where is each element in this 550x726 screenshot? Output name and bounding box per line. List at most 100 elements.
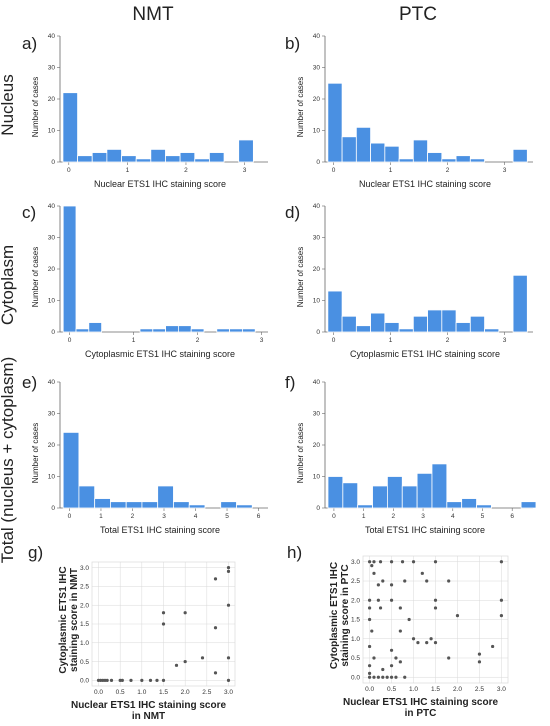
- histogram-bar: [355, 325, 371, 333]
- scatter-point: [372, 571, 376, 575]
- x-axis-label-line1: Nuclear ETS1 IHC staining score: [343, 697, 498, 708]
- x-tick-label: 2: [392, 513, 396, 520]
- x-axis-label: Cytoplasmic ETS1 IHC staining score: [85, 349, 235, 359]
- y-axis-label: Number of cases: [31, 77, 40, 137]
- y-tick-label: 2.0: [80, 602, 89, 609]
- y-tick-label: 0: [51, 159, 55, 166]
- histogram-bar: [370, 312, 386, 333]
- x-axis-label: Cytoplasmic ETS1 IHC staining score: [350, 349, 500, 359]
- x-tick-label: 1.5: [159, 689, 168, 696]
- panel-f: f) 0 10 20 30 40 0 1 2 3 4 5 6 Number of cases Total E…: [285, 373, 537, 535]
- histogram-bar: [469, 315, 485, 333]
- scatter-point: [367, 598, 372, 602]
- histogram-bar: [469, 158, 485, 163]
- y-axis-label-line1: Cytoplasmic ETS1 IHC: [329, 562, 340, 669]
- histogram-bar: [194, 158, 210, 163]
- histogram-bar: [455, 155, 471, 163]
- scatter-point: [455, 614, 460, 618]
- scatter-point: [398, 606, 402, 610]
- scatter-point: [433, 606, 438, 610]
- histogram-bar: [341, 136, 357, 163]
- scatter-point: [378, 560, 383, 564]
- y-tick-label: 0: [316, 329, 320, 336]
- x-tick-label: 3: [421, 513, 425, 520]
- x-axis-label: Nuclear ETS1 IHC staining score: [359, 179, 491, 189]
- x-tick-label: 0.5: [387, 686, 396, 693]
- scatter-point: [367, 671, 372, 675]
- x-tick-label: 1: [389, 167, 393, 174]
- scatter-point: [389, 675, 394, 679]
- histogram-bar: [165, 325, 179, 333]
- panel-letter: h): [287, 543, 302, 562]
- x-tick-label: 2.0: [453, 686, 462, 693]
- x-tick-label: 2: [184, 167, 188, 174]
- histogram-bar: [476, 504, 492, 509]
- y-tick-label: 20: [313, 266, 321, 273]
- histogram-bar: [342, 482, 359, 509]
- scatter-point: [447, 579, 451, 583]
- x-tick-label: 2.0: [181, 689, 190, 696]
- y-tick-label: 40: [48, 33, 56, 40]
- y-tick-label: 1.5: [351, 617, 360, 624]
- scatter-point: [183, 659, 187, 664]
- scatter-point: [367, 644, 372, 649]
- y-tick-label: 10: [313, 128, 321, 135]
- x-tick-label: 0: [67, 167, 71, 174]
- y-tick-label: 0: [316, 505, 320, 512]
- y-tick-label: 40: [313, 33, 321, 40]
- x-tick-label: 6: [510, 513, 514, 520]
- y-tick-label: 0.0: [351, 674, 360, 681]
- scatter-point: [425, 640, 429, 645]
- histogram-bar: [441, 309, 457, 333]
- x-tick-label: 3.0: [497, 686, 506, 693]
- y-tick-label: 30: [48, 235, 56, 242]
- y-tick-label: 20: [313, 442, 321, 449]
- panel-letter: b): [285, 34, 300, 53]
- x-tick-label: 0: [332, 337, 336, 344]
- y-tick-label: 20: [48, 96, 56, 103]
- row-title-total: Total (nucleus + cytoplasm): [0, 357, 17, 563]
- x-tick-label: 1: [389, 337, 393, 344]
- x-axis-label-line1: Nuclear ETS1 IHC staining score: [71, 700, 226, 711]
- x-tick-label: 2: [446, 337, 450, 344]
- x-tick-label: 5: [481, 513, 485, 520]
- scatter-point: [372, 560, 376, 564]
- histogram-bar: [455, 322, 471, 333]
- histogram-bar: [327, 290, 343, 333]
- x-tick-label: 3: [162, 513, 166, 520]
- scatter-point: [389, 560, 394, 564]
- histogram-bar: [94, 498, 111, 509]
- scatter-point: [213, 626, 218, 630]
- histogram-bar: [370, 142, 386, 163]
- histogram-bar: [412, 315, 428, 333]
- histogram-bar: [150, 148, 166, 163]
- scatter-point: [161, 622, 166, 626]
- scatter-point: [433, 598, 438, 602]
- panel-e: e) 0 10 20 30 40 0 1 2 3 4 5 6 Number of cases Total E…: [22, 373, 268, 535]
- scatter-point: [416, 640, 420, 645]
- x-tick-label: 0: [332, 513, 336, 520]
- y-tick-label: 40: [313, 203, 321, 210]
- x-tick-label: 3: [503, 167, 507, 174]
- y-tick-label: 0.5: [351, 655, 360, 662]
- histogram-bar: [141, 501, 159, 509]
- histogram-bar: [173, 501, 190, 509]
- histogram-bar: [188, 504, 206, 509]
- histogram-bar: [484, 328, 500, 333]
- scatter-point: [477, 652, 482, 656]
- scatter-point: [429, 637, 433, 641]
- histogram-bar: [229, 328, 243, 333]
- y-axis-label-line1: Cytoplasmic ETS1 IHC: [58, 566, 69, 673]
- scatter-point: [129, 678, 133, 682]
- scatter-point: [499, 560, 504, 564]
- y-tick-label: 20: [48, 266, 56, 273]
- panel-g: g) 0.0 0.5 1.0 1.5 2.0 2.5 3.0 0.0 0.5 1.0 1.5 2.0 2.…: [28, 543, 236, 722]
- x-tick-label: 0: [332, 167, 336, 174]
- panel-letter: g): [28, 543, 43, 562]
- scatter-point: [109, 678, 114, 682]
- y-tick-label: 0.5: [80, 659, 89, 666]
- x-tick-label: 1.5: [431, 686, 440, 693]
- scatter-point: [226, 656, 231, 660]
- histogram-bar: [88, 322, 103, 333]
- x-tick-label: 1: [126, 167, 130, 174]
